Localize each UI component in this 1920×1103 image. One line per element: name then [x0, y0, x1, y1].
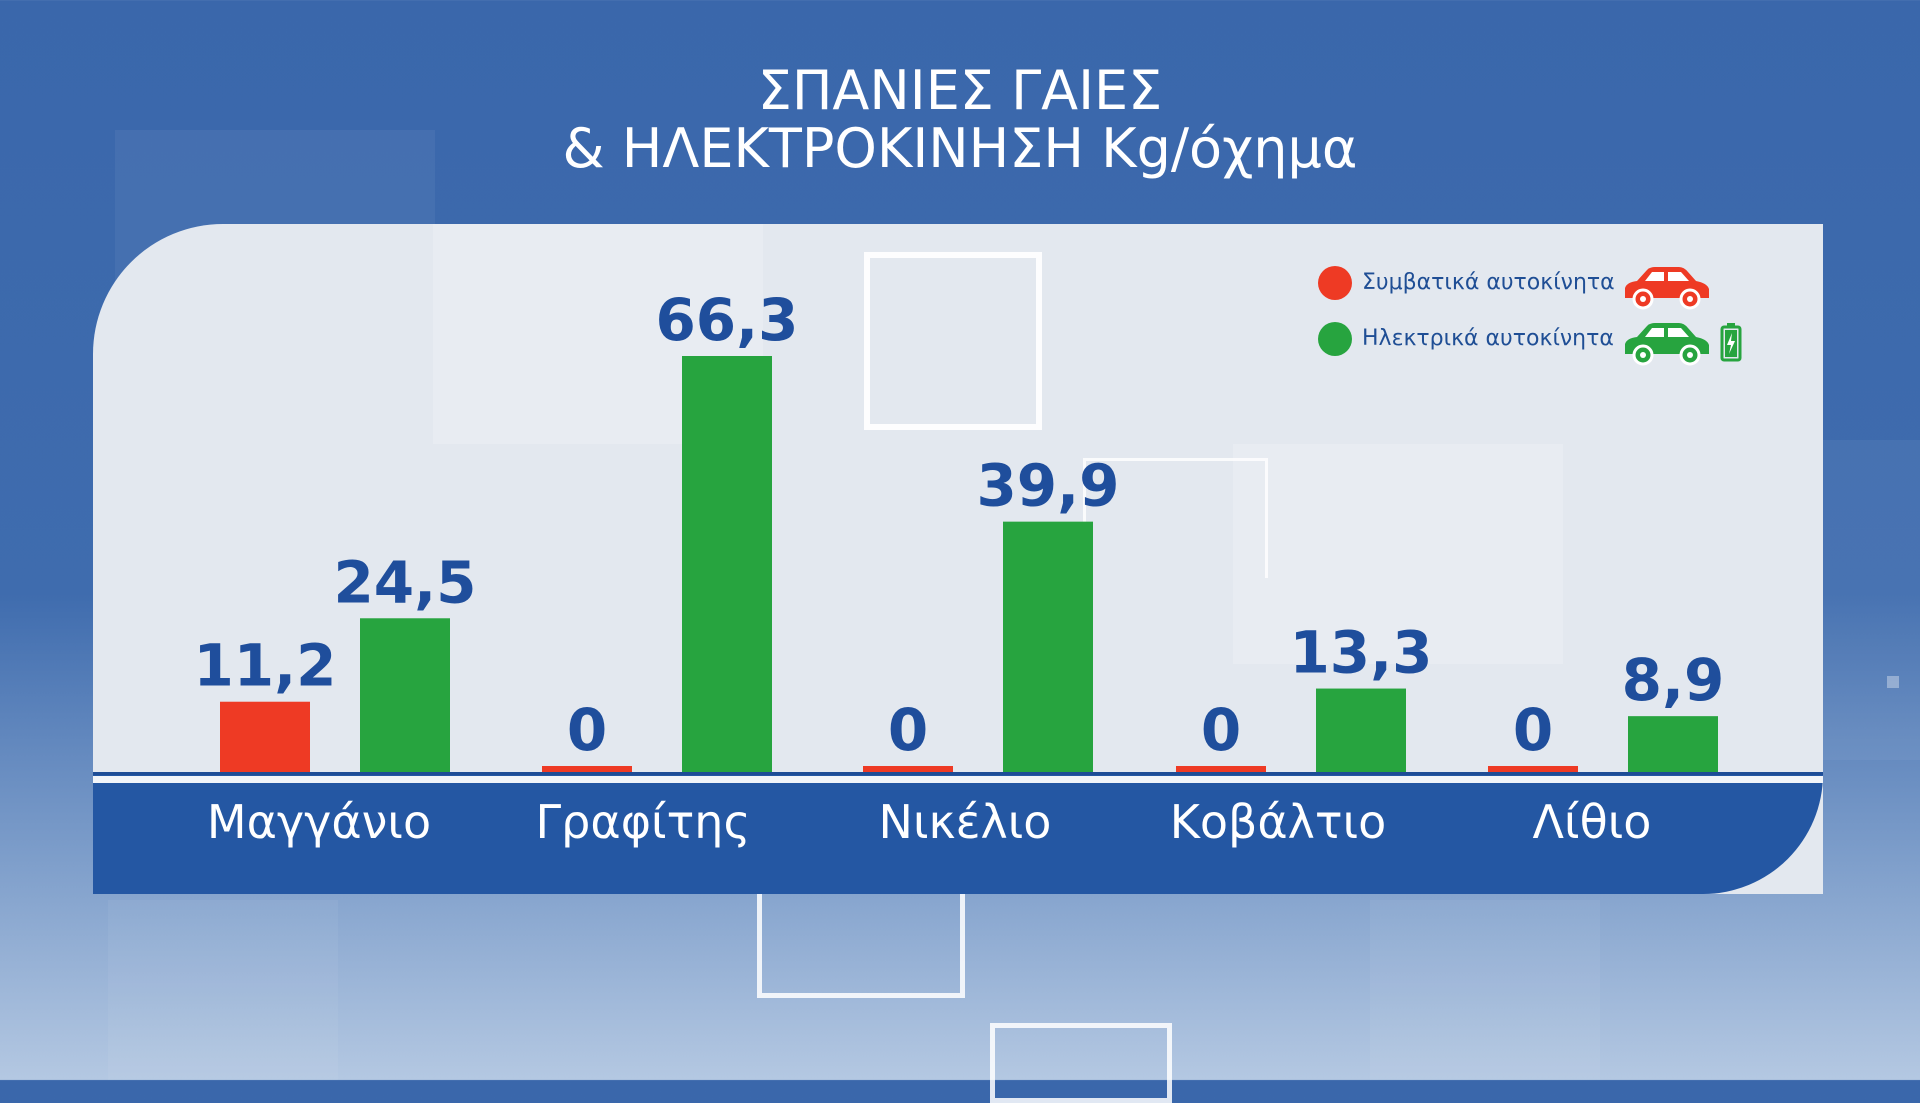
value-label-conventional-manganese: 11,2 — [193, 632, 336, 700]
chart-title-line-2: & ΗΛΕΚΤΡΟΚΙΝΗΣΗ Kg/όχημα — [562, 117, 1358, 180]
background-mark — [1887, 676, 1899, 688]
legend-label-electric: Ηλεκτρικά αυτοκίνητα — [1362, 326, 1614, 351]
legend-swatch-electric — [1318, 322, 1352, 356]
value-label-conventional-nickel: 0 — [888, 696, 928, 764]
bar-electric-manganese — [360, 618, 450, 772]
value-label-electric-graphite: 66,3 — [655, 286, 798, 354]
bar-conventional-cobalt — [1176, 766, 1266, 772]
bar-conventional-nickel — [863, 766, 953, 772]
bar-electric-cobalt — [1316, 688, 1406, 772]
legend-swatch-conventional — [1318, 266, 1352, 300]
chart-title-line-1: ΣΠΑΝΙΕΣ ΓΑΙΕΣ — [757, 59, 1163, 122]
bar-conventional-graphite — [542, 766, 632, 772]
value-label-conventional-graphite: 0 — [567, 696, 607, 764]
panel-outline-square — [864, 252, 1042, 430]
value-label-electric-lithium: 8,9 — [1622, 646, 1725, 714]
bar-electric-lithium — [1628, 716, 1718, 772]
background-outline-square — [757, 890, 965, 998]
legend-label-conventional: Συμβατικά αυτοκίνητα — [1362, 270, 1615, 295]
panel-tile — [1233, 444, 1563, 664]
category-label-nickel: Νικέλιο — [878, 795, 1052, 849]
car-icon — [1625, 267, 1709, 310]
x-axis-line — [93, 772, 1823, 775]
category-axis-band — [93, 772, 1823, 894]
bar-chart: 11,2 0 0 0 0 24,5 66,3 39,9 13,3 8,9 — [193, 286, 1725, 772]
bar-electric-graphite — [682, 356, 772, 772]
bar-electric-nickel — [1003, 521, 1093, 772]
legend-item-conventional: Συμβατικά αυτοκίνητα — [1318, 262, 1758, 310]
category-label-lithium: Λίθιο — [1532, 795, 1652, 849]
category-label-cobalt: Κοβάλτιο — [1169, 795, 1387, 849]
value-label-electric-nickel: 39,9 — [976, 452, 1119, 520]
value-label-conventional-lithium: 0 — [1513, 696, 1553, 764]
value-label-electric-cobalt: 13,3 — [1289, 619, 1432, 687]
background-tile — [1370, 900, 1600, 1080]
category-label-manganese: Μαγγάνιο — [206, 795, 432, 849]
legend-item-electric: Ηλεκτρικά αυτοκίνητα — [1318, 318, 1758, 366]
category-label-graphite: Γραφίτης — [535, 795, 751, 849]
value-label-electric-manganese: 24,5 — [333, 548, 476, 616]
bar-conventional-lithium — [1488, 766, 1578, 772]
background-tile — [108, 900, 338, 1080]
battery-charging-icon — [1720, 323, 1742, 362]
panel-outline-square — [1083, 458, 1268, 578]
chart-title: ΣΠΑΝΙΕΣ ΓΑΙΕΣ & ΗΛΕΚΤΡΟΚΙΝΗΣΗ Kg/όχημα — [0, 62, 1920, 178]
bar-conventional-manganese — [220, 701, 310, 772]
value-label-conventional-cobalt: 0 — [1201, 696, 1241, 764]
car-icon — [1625, 323, 1709, 366]
x-axis-highlight — [93, 776, 1823, 783]
